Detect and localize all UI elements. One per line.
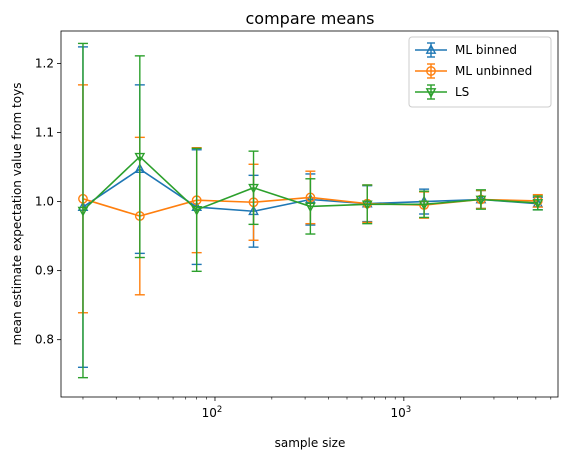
- legend: ML binned ML unbinned LS: [408, 36, 552, 108]
- series-group: [77, 42, 544, 379]
- data-point: [361, 200, 373, 211]
- legend-marker: [425, 88, 437, 99]
- y-axis-label: mean estimate expectation value from toy…: [10, 83, 24, 346]
- series-2: [77, 42, 544, 379]
- y-tick-label: 1.1: [35, 126, 54, 140]
- data-point: [134, 152, 146, 163]
- legend-marker: [426, 66, 436, 76]
- y-tick-label: 1.0: [35, 195, 54, 209]
- legend-box: [408, 36, 552, 108]
- y-tick-label: 1.2: [35, 56, 54, 70]
- chart-title: compare means: [246, 9, 375, 28]
- plot-frame: [60, 30, 559, 398]
- data-point: [77, 206, 89, 217]
- plot-area: [77, 42, 544, 379]
- x-tick-exponent: 3: [406, 405, 411, 415]
- legend-label: ML binned: [455, 43, 517, 57]
- legend-label: LS: [455, 85, 469, 99]
- data-point: [475, 195, 487, 206]
- x-tick-exponent: 2: [217, 405, 222, 415]
- series-line: [82, 155, 538, 212]
- data-point: [248, 183, 259, 194]
- x-axis-label: sample size: [275, 436, 346, 450]
- data-point: [305, 202, 316, 213]
- data-point: [418, 200, 430, 211]
- data-point: [532, 199, 544, 210]
- legend-label: ML unbinned: [455, 64, 532, 78]
- legend-marker: [425, 43, 437, 54]
- y-tick-label: 0.9: [35, 264, 54, 278]
- y-tick-label: 0.8: [35, 333, 54, 347]
- data-point: [191, 206, 203, 216]
